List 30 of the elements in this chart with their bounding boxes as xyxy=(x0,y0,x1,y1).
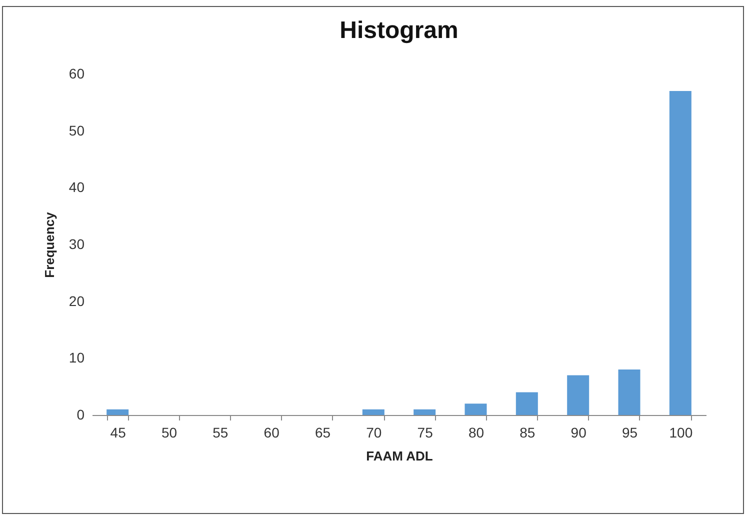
x-tick-label: 70 xyxy=(366,424,382,440)
y-tick-label: 30 xyxy=(68,236,85,252)
y-axis-title: Frequency xyxy=(42,211,57,278)
bar xyxy=(567,375,590,415)
bar xyxy=(414,409,436,415)
chart-title: Histogram xyxy=(340,17,458,44)
y-tick-label: 10 xyxy=(68,350,85,366)
y-tick-label: 60 xyxy=(68,66,85,82)
x-tick-label: 75 xyxy=(417,424,434,440)
bar xyxy=(618,370,640,415)
x-tick-label: 90 xyxy=(570,424,587,440)
x-tick-label: 65 xyxy=(314,424,331,440)
bar xyxy=(516,392,538,415)
x-tick-label: 85 xyxy=(520,424,536,440)
x-tick-label: 95 xyxy=(622,424,638,440)
x-axis-title: FAAM ADL xyxy=(366,448,433,464)
bar xyxy=(669,91,692,415)
y-tick-label: 0 xyxy=(76,406,85,422)
x-tick-label: 45 xyxy=(110,424,126,440)
x-tick-label: 50 xyxy=(161,424,178,440)
y-tick-label: 20 xyxy=(68,292,85,309)
x-tick-label: 80 xyxy=(468,424,484,440)
x-tick-label: 100 xyxy=(669,424,693,440)
y-tick-label: 40 xyxy=(68,179,85,196)
bar xyxy=(106,409,129,415)
bar xyxy=(362,409,384,415)
bar xyxy=(464,404,487,415)
x-tick-label: 60 xyxy=(264,424,280,440)
x-tick-label: 55 xyxy=(212,424,228,440)
y-tick-label: 50 xyxy=(68,122,85,138)
